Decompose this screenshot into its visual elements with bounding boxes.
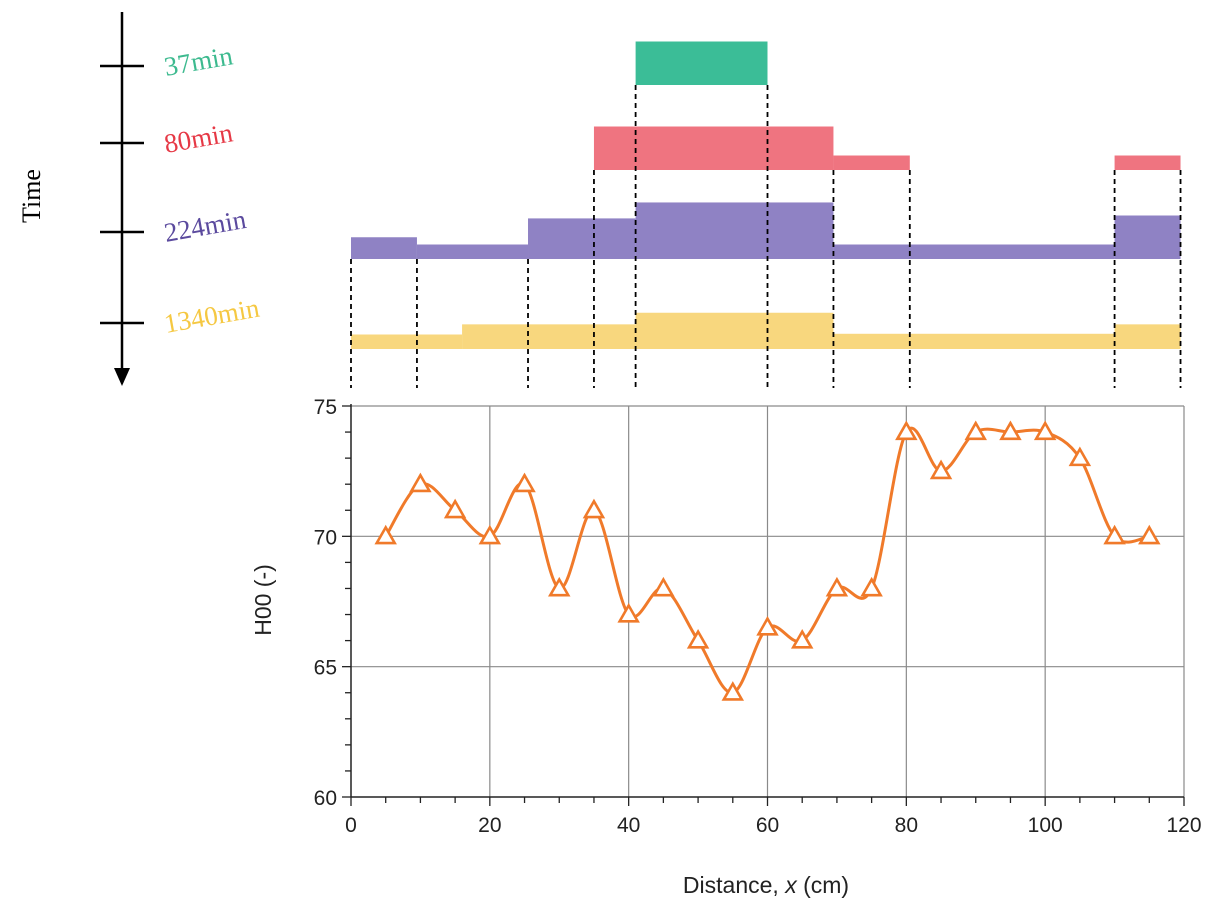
time-label-0: 37min	[162, 40, 236, 82]
time-label-2: 224min	[162, 204, 249, 248]
profile-bar-3-0	[351, 334, 463, 349]
y-axis-label: H00 (-)	[250, 564, 276, 636]
profile-bar-2-5	[1114, 215, 1181, 259]
data-point-7	[617, 602, 640, 623]
profile-bar-3-2	[635, 312, 834, 349]
data-point-18	[999, 420, 1022, 441]
axes	[342, 404, 1185, 806]
profile-bar-2-3	[635, 202, 834, 259]
time-label-1: 80min	[162, 117, 236, 159]
data-point-11	[756, 615, 779, 636]
profile-bar-2-4	[833, 244, 1115, 259]
data-point-17	[964, 420, 987, 441]
data-point-1	[409, 472, 432, 493]
data-point-22	[1138, 524, 1161, 545]
data-point-13	[825, 576, 849, 597]
data-point-10	[721, 681, 745, 701]
time-axis-label: Time	[17, 169, 46, 223]
line-plot: 0 20 40 60 80 100 120 60 65 70 75 Distance, x (cm)…	[250, 396, 1202, 898]
data-point-9	[686, 628, 710, 649]
series-markers	[374, 420, 1161, 701]
data-point-5	[548, 576, 571, 597]
time-label-3: 1340min	[162, 293, 262, 339]
profile-bar-2-2	[528, 218, 636, 259]
x-tick-label-0: 0	[345, 814, 357, 837]
grid	[351, 405, 1185, 797]
profile-bars	[351, 41, 1181, 349]
profile-bar-1-1	[833, 155, 910, 170]
x-tick-label-5: 100	[1028, 814, 1063, 837]
x-axis-label: Distance, x (cm)	[683, 872, 849, 898]
data-point-2	[443, 498, 467, 519]
tick-labels: 0 20 40 60 80 100 120 60 65 70 75	[314, 396, 1202, 837]
profile-bar-2-1	[416, 244, 529, 259]
data-point-16	[929, 459, 953, 480]
time-axis-arrow-icon	[114, 368, 130, 386]
profile-bar-1-2	[1114, 155, 1181, 170]
profile-bar-3-3	[833, 333, 1115, 349]
x-tick-label-2: 40	[617, 814, 640, 837]
x-tick-label-6: 120	[1166, 814, 1201, 837]
data-point-0	[374, 524, 397, 545]
data-point-12	[790, 628, 814, 649]
profile-bar-3-4	[1114, 324, 1181, 349]
y-tick-label-0: 60	[314, 787, 337, 810]
data-point-15	[895, 420, 918, 441]
data-point-20	[1068, 446, 1092, 467]
data-point-4	[513, 472, 536, 493]
boundary-lines	[350, 85, 1182, 388]
data-point-3	[478, 524, 502, 545]
y-tick-label-2: 70	[314, 526, 337, 549]
data-point-14	[860, 576, 883, 597]
x-tick-label-4: 80	[895, 814, 918, 837]
y-tick-label-1: 65	[314, 657, 337, 680]
profile-bar-1-0	[593, 126, 834, 170]
time-axis: Time 37min 80min 224min 1340min	[17, 12, 262, 386]
x-tick-label-3: 60	[756, 814, 779, 837]
profile-bar-2-0	[351, 237, 417, 259]
data-point-8	[652, 576, 675, 597]
y-tick-label-3: 75	[314, 396, 337, 419]
data-point-21	[1103, 524, 1126, 545]
profile-bar-0-0	[635, 41, 768, 85]
data-point-6	[582, 498, 606, 519]
data-point-19	[1033, 420, 1057, 441]
x-tick-label-1: 20	[478, 814, 501, 837]
profile-bar-3-1	[462, 324, 636, 349]
